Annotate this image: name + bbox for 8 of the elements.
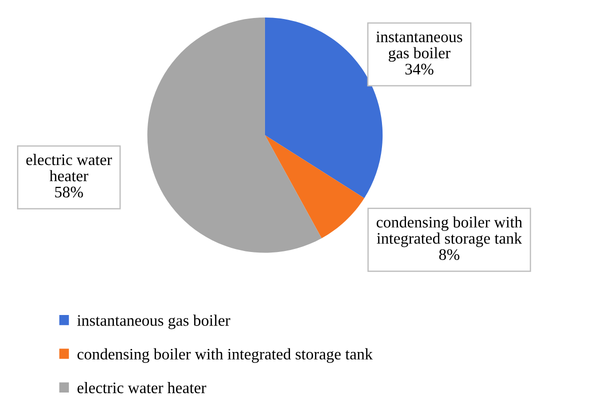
legend-label: electric water heater: [77, 382, 206, 394]
pie-slice: [147, 17, 322, 253]
legend-label: condensing boiler with integrated storage tank: [77, 348, 373, 363]
pie-slice: [264, 135, 364, 238]
legend-label: instantaneous gas boiler: [77, 314, 230, 330]
data-label: instantaneous gas boiler 34%: [376, 32, 462, 75]
data-label: condensing boiler with integrated storage tank 8%: [376, 216, 522, 260]
data-label: electric water heater 58%: [26, 154, 112, 198]
